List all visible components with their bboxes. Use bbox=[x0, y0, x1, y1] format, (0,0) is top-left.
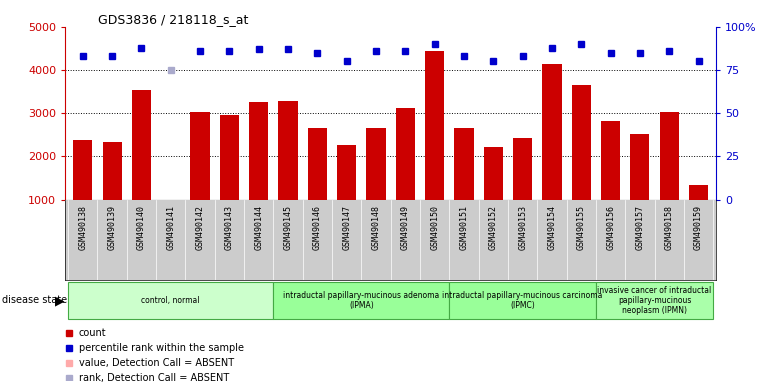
Bar bbox=[571, 85, 591, 243]
Text: value, Detection Call = ABSENT: value, Detection Call = ABSENT bbox=[79, 358, 234, 368]
Text: invasive cancer of intraductal
papillary-mucinous
neoplasm (IPMN): invasive cancer of intraductal papillary… bbox=[597, 286, 712, 315]
Text: GSM490158: GSM490158 bbox=[665, 205, 674, 250]
Bar bbox=[191, 112, 210, 243]
Text: GSM490154: GSM490154 bbox=[548, 205, 556, 250]
Text: GSM490159: GSM490159 bbox=[694, 205, 703, 250]
Text: disease state: disease state bbox=[2, 295, 67, 306]
Text: GSM490144: GSM490144 bbox=[254, 205, 264, 250]
Bar bbox=[366, 128, 385, 243]
Bar bbox=[161, 200, 180, 243]
Bar bbox=[660, 113, 679, 243]
Bar bbox=[596, 282, 713, 319]
Bar bbox=[630, 134, 650, 243]
Bar bbox=[308, 128, 327, 243]
Text: control, normal: control, normal bbox=[142, 296, 200, 305]
Text: GSM490151: GSM490151 bbox=[460, 205, 469, 250]
Bar bbox=[132, 90, 151, 243]
Text: GSM490143: GSM490143 bbox=[225, 205, 234, 250]
Text: GSM490148: GSM490148 bbox=[372, 205, 381, 250]
Text: GSM490139: GSM490139 bbox=[107, 205, 116, 250]
Text: GSM490138: GSM490138 bbox=[78, 205, 87, 250]
Text: GSM490155: GSM490155 bbox=[577, 205, 586, 250]
Text: GSM490152: GSM490152 bbox=[489, 205, 498, 250]
Bar bbox=[249, 102, 268, 243]
Text: GDS3836 / 218118_s_at: GDS3836 / 218118_s_at bbox=[98, 13, 248, 26]
Text: GSM490153: GSM490153 bbox=[518, 205, 527, 250]
Bar bbox=[74, 140, 92, 243]
Bar bbox=[425, 51, 444, 243]
Text: GSM490140: GSM490140 bbox=[137, 205, 146, 250]
Text: GSM490142: GSM490142 bbox=[195, 205, 205, 250]
Text: intraductal papillary-mucinous carcinoma
(IPMC): intraductal papillary-mucinous carcinoma… bbox=[443, 291, 603, 310]
Bar bbox=[542, 64, 561, 243]
Text: count: count bbox=[79, 328, 106, 338]
Text: intraductal papillary-mucinous adenoma
(IPMA): intraductal papillary-mucinous adenoma (… bbox=[283, 291, 440, 310]
Text: GSM490147: GSM490147 bbox=[342, 205, 351, 250]
Bar bbox=[513, 138, 532, 243]
Bar bbox=[396, 108, 415, 243]
Bar bbox=[450, 282, 596, 319]
Text: GSM490156: GSM490156 bbox=[606, 205, 615, 250]
Text: GSM490150: GSM490150 bbox=[430, 205, 439, 250]
Bar bbox=[689, 185, 708, 243]
Bar bbox=[220, 115, 239, 243]
Bar bbox=[103, 142, 122, 243]
Bar bbox=[337, 145, 356, 243]
Text: GSM490149: GSM490149 bbox=[401, 205, 410, 250]
Text: rank, Detection Call = ABSENT: rank, Detection Call = ABSENT bbox=[79, 373, 229, 383]
Text: GSM490141: GSM490141 bbox=[166, 205, 175, 250]
Bar bbox=[454, 128, 473, 243]
Text: GSM490146: GSM490146 bbox=[313, 205, 322, 250]
Text: ▶: ▶ bbox=[55, 294, 65, 307]
Text: percentile rank within the sample: percentile rank within the sample bbox=[79, 343, 244, 353]
Bar bbox=[68, 282, 273, 319]
Bar bbox=[601, 121, 620, 243]
Bar bbox=[279, 101, 297, 243]
Text: GSM490145: GSM490145 bbox=[283, 205, 293, 250]
Text: GSM490157: GSM490157 bbox=[636, 205, 644, 250]
Bar bbox=[273, 282, 450, 319]
Bar bbox=[484, 147, 502, 243]
